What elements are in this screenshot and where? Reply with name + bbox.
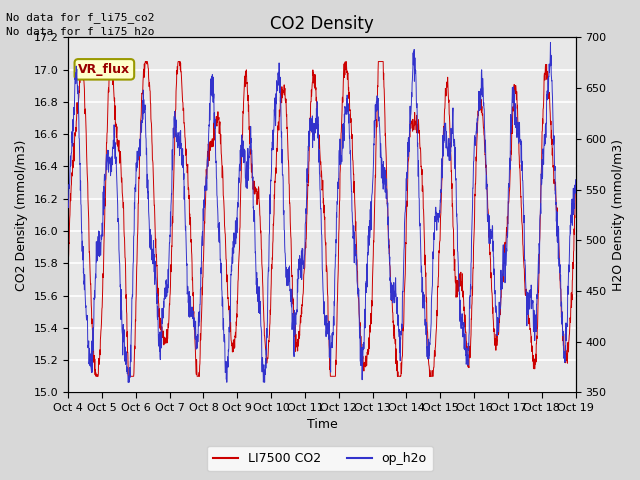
Legend: LI7500 CO2, op_h2o: LI7500 CO2, op_h2o [207,446,433,471]
Text: No data for f_li75_co2: No data for f_li75_co2 [6,12,155,23]
Y-axis label: H2O Density (mmol/m3): H2O Density (mmol/m3) [612,139,625,291]
X-axis label: Time: Time [307,419,337,432]
Text: VR_flux: VR_flux [78,63,131,76]
Title: CO2 Density: CO2 Density [270,15,374,33]
Y-axis label: CO2 Density (mmol/m3): CO2 Density (mmol/m3) [15,139,28,290]
Text: No data for f_li75_h2o: No data for f_li75_h2o [6,26,155,37]
